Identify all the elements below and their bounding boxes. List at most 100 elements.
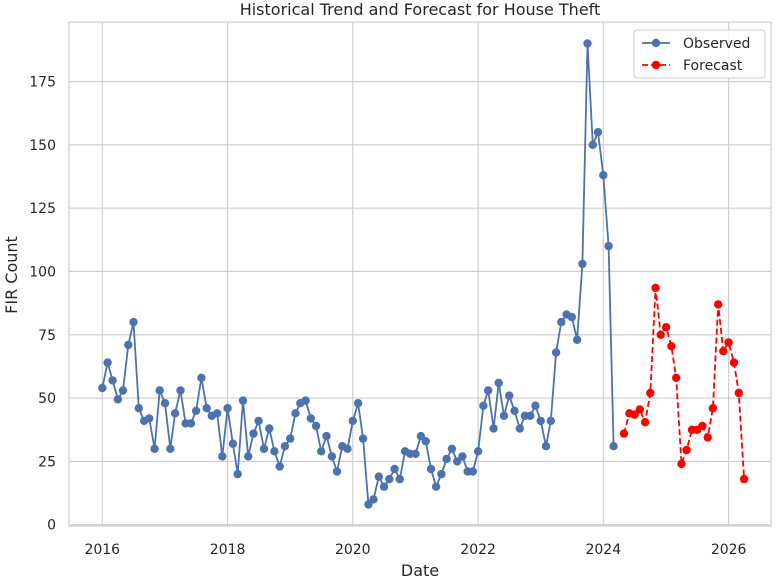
- legend-box: [633, 29, 766, 79]
- forecast-point: [682, 445, 691, 455]
- observed-point: [280, 442, 290, 451]
- observed-point: [379, 482, 389, 491]
- observed-point: [103, 358, 112, 367]
- observed-point: [150, 444, 159, 453]
- observed-point: [353, 399, 363, 408]
- observed-point: [557, 317, 566, 327]
- observed-point: [494, 378, 503, 388]
- forecast-point: [646, 388, 655, 398]
- x-tick-label: 2022: [460, 542, 496, 558]
- observed-point: [170, 409, 180, 418]
- observed-point: [515, 424, 524, 433]
- observed-point: [531, 401, 540, 410]
- observed-point: [98, 383, 107, 393]
- observed-point: [390, 464, 399, 474]
- observed-series: [98, 39, 618, 509]
- observed-point: [343, 444, 352, 453]
- observed-point: [447, 444, 457, 453]
- forecast-point: [719, 347, 728, 356]
- observed-point: [270, 447, 279, 456]
- forecast-series: [619, 283, 749, 484]
- x-tick-label: 2018: [210, 542, 246, 558]
- observed-point: [249, 429, 258, 438]
- observed-point: [431, 482, 441, 491]
- observed-point: [218, 452, 227, 461]
- observed-point: [145, 414, 154, 423]
- observed-point: [385, 474, 394, 484]
- x-tick-label: 2026: [711, 542, 747, 558]
- observed-point: [244, 452, 253, 461]
- forecast-point: [708, 404, 718, 413]
- forecast-point: [703, 433, 712, 442]
- y-tick-label: 75: [38, 328, 56, 344]
- observed-point: [113, 395, 123, 404]
- chart-title: Historical Trend and Forecast for House …: [240, 0, 601, 19]
- x-tick-label: 2020: [335, 542, 371, 558]
- plot-area: [68, 21, 772, 527]
- observed-point: [317, 447, 326, 456]
- x-tick-label: 2016: [84, 542, 120, 558]
- x-axis-label: Date: [401, 561, 439, 580]
- y-tick-label: 100: [29, 264, 56, 280]
- observed-point: [311, 421, 321, 431]
- observed-point: [233, 469, 242, 479]
- observed-point: [421, 437, 430, 446]
- legend-observed-label: Observed: [683, 36, 750, 52]
- series-layer: [98, 39, 749, 509]
- forecast-point: [677, 459, 686, 469]
- forecast-point: [724, 338, 733, 347]
- observed-point: [578, 259, 587, 269]
- legend-forecast-swatch-marker: [651, 60, 661, 70]
- observed-point: [572, 335, 582, 344]
- y-tick-label: 125: [29, 201, 56, 217]
- forecast-point: [656, 330, 665, 339]
- forecast-point: [672, 373, 681, 382]
- observed-point: [364, 500, 373, 509]
- observed-point: [583, 39, 592, 48]
- observed-point: [118, 386, 128, 395]
- observed-point: [541, 442, 551, 451]
- observed-point: [134, 404, 143, 413]
- observed-point: [411, 449, 420, 458]
- observed-point: [160, 399, 170, 408]
- forecast-point: [635, 405, 644, 414]
- observed-point: [604, 241, 613, 251]
- observed-point: [191, 406, 201, 415]
- observed-point: [108, 376, 117, 385]
- observed-point: [526, 411, 535, 420]
- observed-point: [546, 416, 555, 426]
- observed-point: [599, 171, 608, 180]
- observed-point: [358, 434, 368, 443]
- observed-point: [536, 416, 545, 426]
- observed-point: [489, 424, 498, 433]
- observed-point: [197, 373, 206, 382]
- observed-point: [124, 340, 133, 350]
- observed-point: [442, 454, 451, 464]
- legend-observed-swatch-marker: [651, 38, 661, 48]
- legend: Observed Forecast: [633, 29, 766, 79]
- observed-point: [473, 447, 483, 456]
- observed-point: [291, 409, 300, 418]
- forecast-point: [729, 358, 739, 367]
- observed-point: [551, 348, 561, 357]
- observed-point: [510, 406, 519, 415]
- y-tick-label: 175: [29, 75, 56, 91]
- observed-point: [499, 411, 509, 420]
- observed-point: [505, 391, 514, 400]
- forecast-point: [630, 410, 639, 419]
- observed-point: [223, 404, 232, 413]
- observed-point: [176, 386, 185, 395]
- forecast-point: [640, 418, 650, 427]
- observed-point: [322, 431, 331, 441]
- forecast-point: [667, 342, 676, 351]
- observed-point: [327, 452, 337, 461]
- observed-point: [186, 419, 196, 428]
- observed-point: [259, 444, 269, 453]
- observed-point: [275, 462, 284, 471]
- observed-point: [374, 472, 383, 481]
- tick-labels: 2016 2018 2020 2022 2024 2026 0 25 50 75 100 125 150…: [29, 75, 746, 558]
- observed-point: [567, 312, 576, 322]
- y-tick-label: 25: [38, 454, 56, 470]
